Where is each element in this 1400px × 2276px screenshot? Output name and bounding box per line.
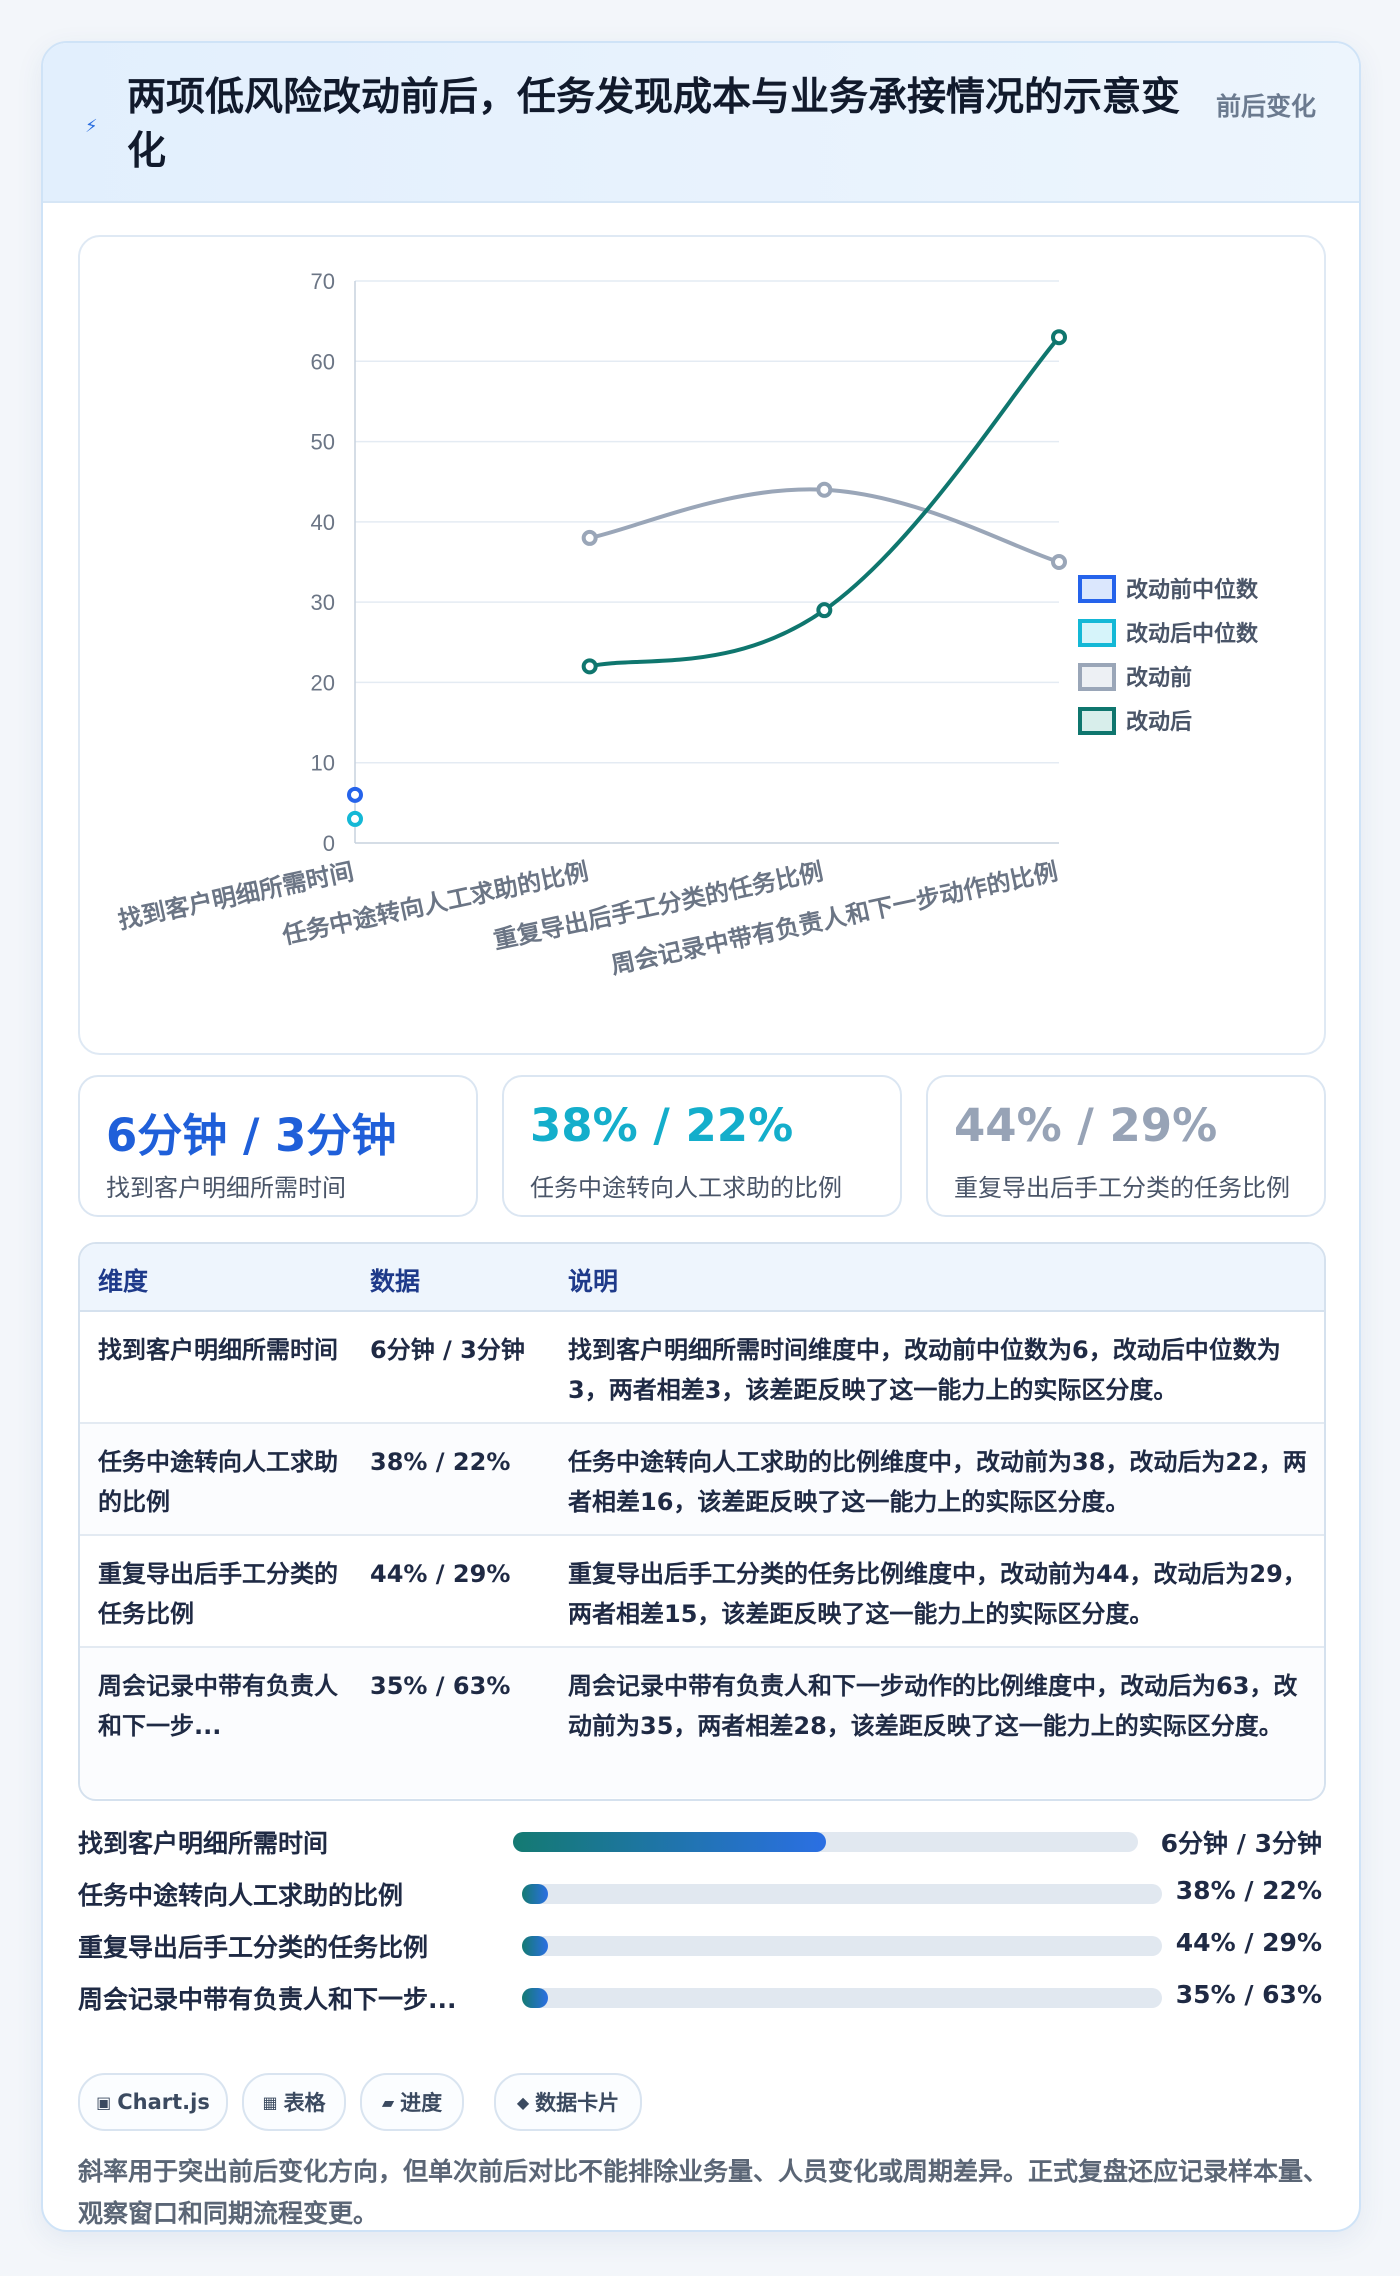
table-cell-dim: 周会记录中带有负责人和下一步...	[98, 1672, 338, 1740]
progress-fill	[513, 1832, 826, 1852]
table-header-desc: 说明	[568, 1267, 619, 1296]
table-row: 周会记录中带有负责人和下一步... 35% / 63% 周会记录中带有负责人和下…	[80, 1648, 1324, 1798]
table-cell-desc: 重复导出后手工分类的任务比例维度中，改动前为44，改动后为29，两者相差15，该…	[568, 1560, 1307, 1628]
footnote: 斜率用于突出前后变化方向，但单次前后对比不能排除业务量、人员变化或周期差异。正式…	[78, 2157, 1329, 2228]
data-point	[347, 786, 363, 803]
y-tick-label: 40	[311, 510, 335, 535]
progress-track	[522, 1936, 1162, 1956]
table-cell-val: 6分钟 / 3分钟	[370, 1336, 525, 1364]
kpi-value: 38% / 22%	[530, 1099, 794, 1152]
kpi-label: 找到客户明细所需时间	[106, 1174, 346, 1202]
legend-swatch	[1078, 619, 1116, 647]
table-cell-dim: 任务中途转向人工求助的比例	[98, 1448, 338, 1516]
chart-panel: 0 10 20 30 40 50 60 70 找到客户明细所需时间 任务中途转向人工求助的比例 重复…	[78, 235, 1326, 1055]
table-row: 重复导出后手工分类的任务比例 44% / 29% 重复导出后手工分类的任务比例维…	[80, 1536, 1324, 1648]
table-header-data: 数据	[370, 1267, 421, 1296]
progress-label: 周会记录中带有负责人和下一步...	[78, 1985, 457, 2014]
progress-track	[522, 1988, 1162, 2008]
table-cell-val: 38% / 22%	[370, 1448, 511, 1476]
kpi-label: 重复导出后手工分类的任务比例	[954, 1174, 1290, 1202]
data-point	[581, 529, 598, 546]
table-cell-dim: 找到客户明细所需时间	[98, 1336, 338, 1364]
legend-label: 改动后	[1126, 709, 1192, 735]
chip-chartjs[interactable]: ▣ Chart.js	[78, 2073, 228, 2131]
progress-fill	[522, 1884, 548, 1904]
legend-swatch	[1078, 707, 1116, 735]
progress-label: 找到客户明细所需时间	[78, 1829, 329, 1858]
page-title: 两项低风险改动前后，任务发现成本与业务承接情况的示意变化	[127, 75, 1181, 174]
progress-row: 任务中途转向人工求助的比例 38% / 22%	[78, 1872, 1322, 1912]
legend-swatch	[1078, 663, 1116, 691]
chip-table[interactable]: ▦ 表格	[242, 2073, 346, 2131]
progress-track	[513, 1832, 1138, 1852]
table-header-dim: 维度	[98, 1267, 149, 1296]
y-tick-label: 20	[311, 670, 335, 695]
progress-row: 找到客户明细所需时间 6分钟 / 3分钟	[78, 1820, 1322, 1860]
table-cell-desc: 任务中途转向人工求助的比例维度中，改动前为38，改动后为22，两者相差16，该差…	[568, 1448, 1307, 1516]
legend-label: 改动前中位数	[1126, 577, 1259, 603]
chart-icon: ▣	[96, 2092, 112, 2112]
chip-label: 数据卡片	[535, 2091, 620, 2115]
legend-label: 改动后中位数	[1126, 621, 1259, 647]
y-tick-label: 50	[311, 430, 335, 455]
progress-value: 6分钟 / 3分钟	[1160, 1829, 1322, 1858]
kpi-card-manual-sort: 44% / 29% 重复导出后手工分类的任务比例	[926, 1075, 1326, 1217]
chip-progress[interactable]: ▰ 进度	[360, 2073, 464, 2131]
chip-data-card[interactable]: ◆ 数据卡片	[494, 2073, 642, 2131]
table-cell-val: 35% / 63%	[370, 1672, 511, 1700]
lightning-icon: ⚡	[85, 116, 98, 137]
table-cell-desc: 找到客户明细所需时间维度中，改动前中位数为6，改动后中位数为3，两者相差3，该差…	[568, 1336, 1281, 1404]
change-badge: 前后变化	[1216, 92, 1317, 121]
table-cell-desc: 周会记录中带有负责人和下一步动作的比例维度中，改动后为63，改动前为35，两者相…	[568, 1672, 1298, 1740]
series-line	[589, 335, 1061, 669]
progress-label: 重复导出后手工分类的任务比例	[78, 1933, 429, 1962]
progress-value: 38% / 22%	[1175, 1876, 1322, 1905]
progress-value: 44% / 29%	[1175, 1928, 1322, 1957]
data-point	[581, 658, 598, 675]
y-tick-label: 60	[311, 349, 335, 374]
x-tick-label: 周会记录中带有负责人和下一步动作的比例	[608, 857, 1060, 979]
legend-swatch	[1078, 575, 1116, 603]
data-point	[816, 481, 833, 498]
table-row: 找到客户明细所需时间 6分钟 / 3分钟 找到客户明细所需时间维度中，改动前中位…	[80, 1312, 1324, 1424]
kpi-value: 44% / 29%	[954, 1099, 1218, 1152]
kpi-card-time: 6分钟 / 3分钟 找到客户明细所需时间	[78, 1075, 478, 1217]
progress-icon: ▰	[381, 2092, 395, 2112]
card-icon: ◆	[516, 2092, 530, 2112]
header: ⚡ 两项低风险改动前后，任务发现成本与业务承接情况的示意变化 前后变化	[43, 43, 1359, 203]
y-tick-label: 30	[311, 590, 335, 615]
y-tick-label: 10	[311, 751, 335, 776]
kpi-value: 6分钟 / 3分钟	[106, 1109, 397, 1162]
progress-label: 任务中途转向人工求助的比例	[78, 1881, 404, 1910]
chip-label: Chart.js	[117, 2090, 210, 2114]
table-header: 维度 数据 说明	[80, 1244, 1324, 1312]
series-line	[589, 487, 1060, 564]
y-tick-label: 0	[323, 831, 335, 856]
legend-label: 改动前	[1126, 665, 1192, 691]
table-row: 任务中途转向人工求助的比例 38% / 22% 任务中途转向人工求助的比例维度中…	[80, 1424, 1324, 1536]
table-icon: ▦	[262, 2092, 278, 2112]
data-point	[816, 602, 833, 619]
table-cell-dim: 重复导出后手工分类的任务比例	[98, 1560, 338, 1628]
progress-fill	[522, 1936, 548, 1956]
chip-label: 进度	[400, 2091, 443, 2115]
chip-label: 表格	[283, 2091, 326, 2115]
progress-row: 周会记录中带有负责人和下一步... 35% / 63%	[78, 1976, 1322, 2016]
table-cell-val: 44% / 29%	[370, 1560, 511, 1588]
progress-track	[522, 1884, 1162, 1904]
data-table: 维度 数据 说明 找到客户明细所需时间 6分钟 / 3分钟 找到客户明细所需时间…	[78, 1242, 1326, 1801]
y-tick-label: 70	[311, 269, 335, 294]
progress-fill	[522, 1988, 548, 2008]
main-card: ⚡ 两项低风险改动前后，任务发现成本与业务承接情况的示意变化 前后变化 0 10 2…	[41, 41, 1361, 2232]
data-point	[347, 810, 363, 827]
data-point	[1051, 329, 1067, 346]
kpi-card-manual-help: 38% / 22% 任务中途转向人工求助的比例	[502, 1075, 902, 1217]
line-chart: 010203040506070找到客户明细所需时间任务中途转向人工求助的比例重复…	[116, 269, 1259, 980]
progress-row: 重复导出后手工分类的任务比例 44% / 29%	[78, 1924, 1322, 1964]
kpi-label: 任务中途转向人工求助的比例	[530, 1174, 842, 1202]
progress-value: 35% / 63%	[1175, 1980, 1322, 2009]
data-point	[1051, 554, 1067, 570]
